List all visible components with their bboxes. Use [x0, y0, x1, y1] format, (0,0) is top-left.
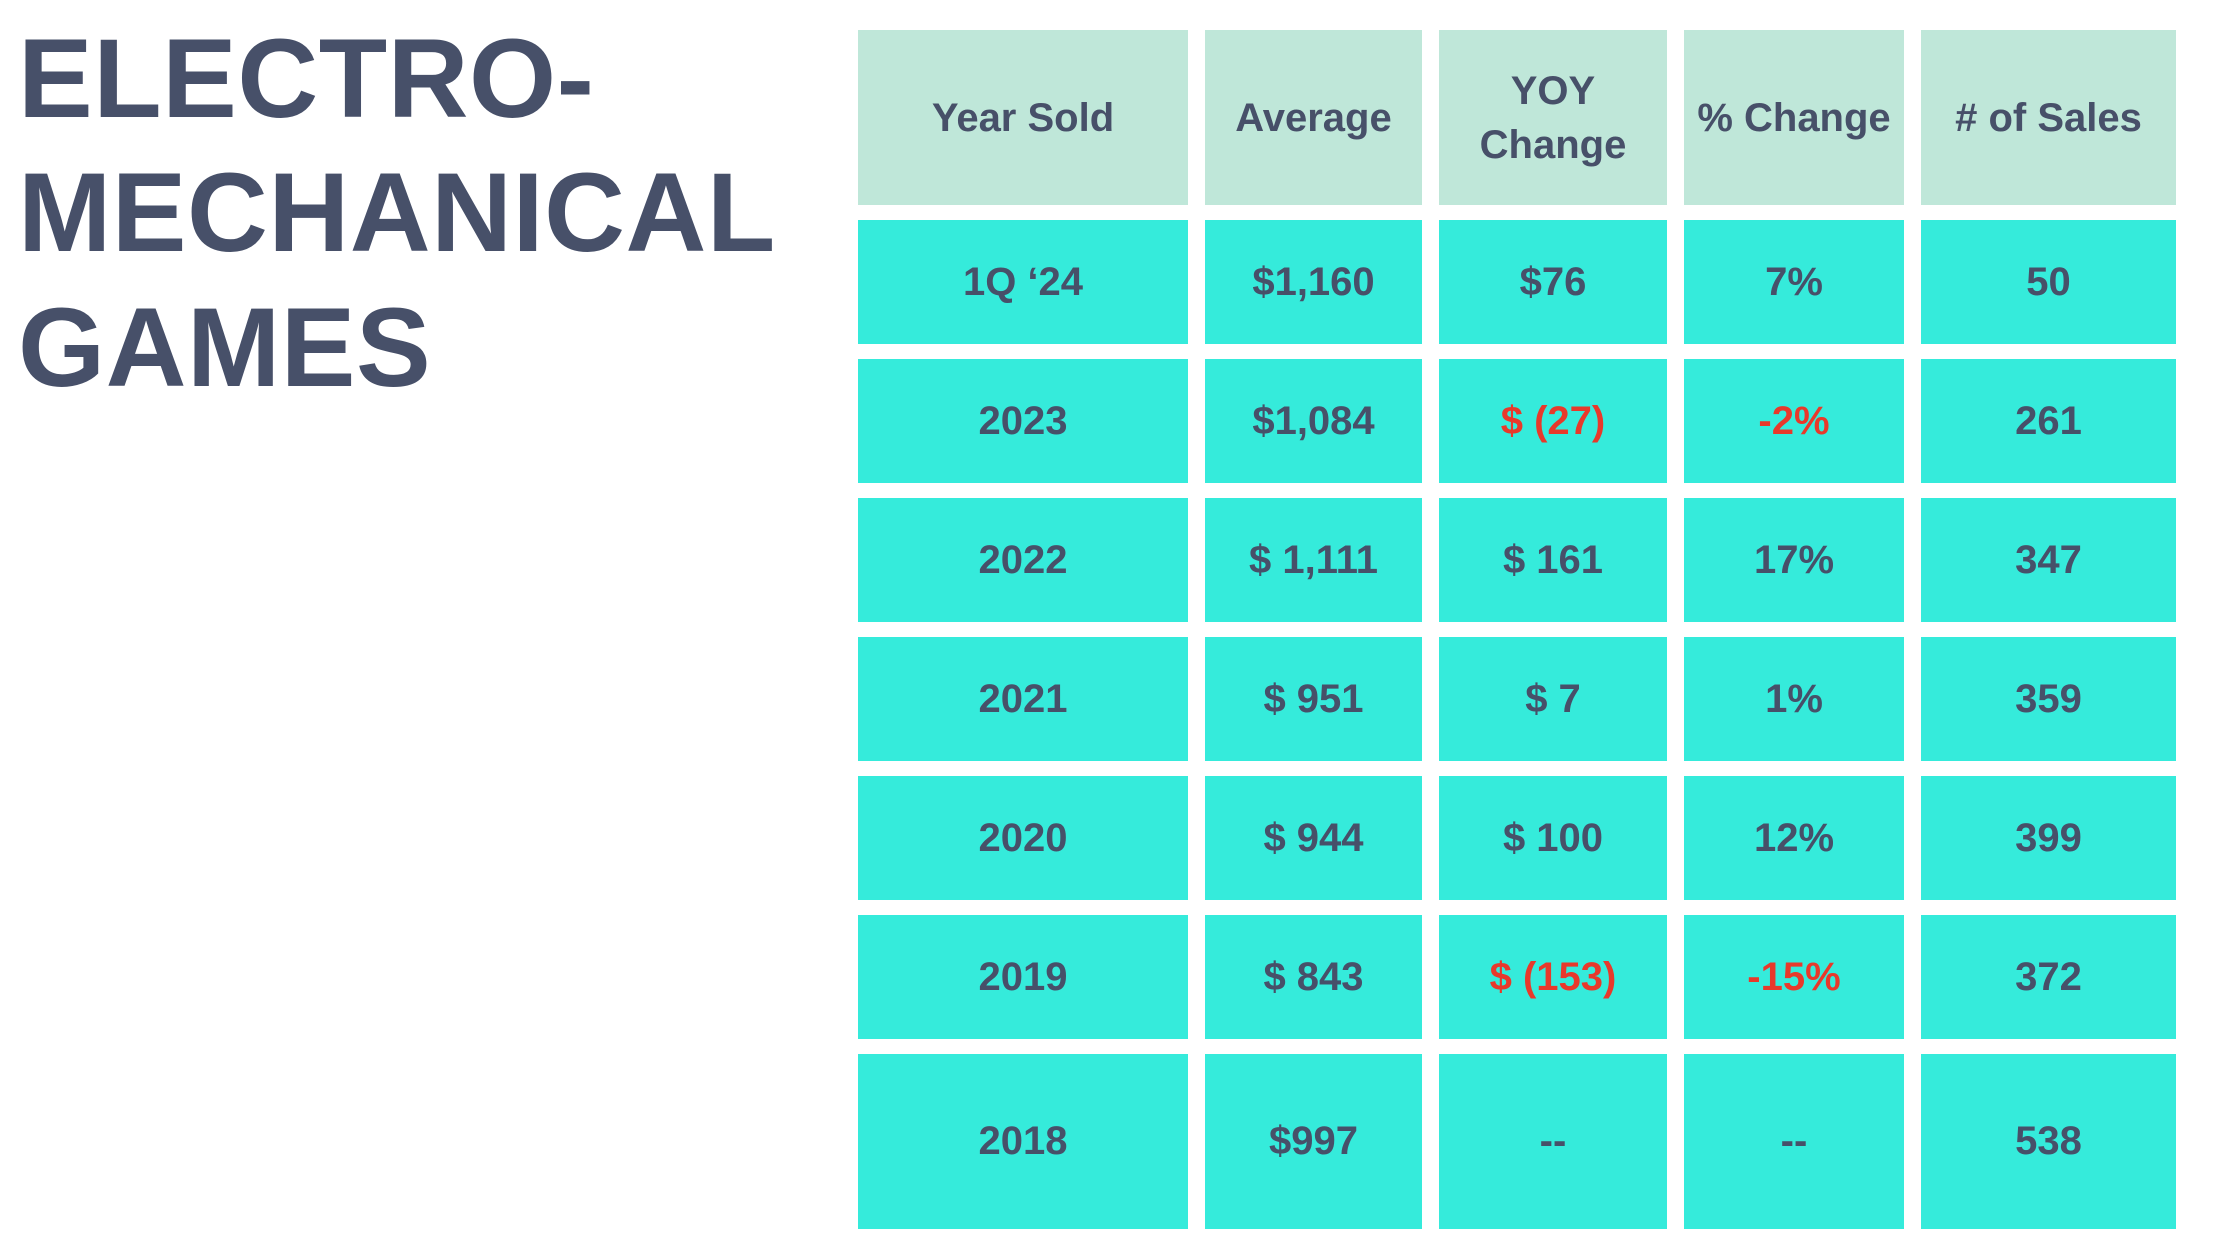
cell-row3-year-sold: 2022 [858, 498, 1188, 622]
cell-row2-yoy-change: $ (27) [1439, 359, 1667, 483]
cell-row1-year-sold: 1Q ‘24 [858, 220, 1188, 344]
cell-row6-year-sold: 2019 [858, 915, 1188, 1039]
cell-row7-average: $997 [1205, 1054, 1422, 1229]
cell-row1-num-sales: 50 [1921, 220, 2176, 344]
cell-row2-num-sales: 261 [1921, 359, 2176, 483]
cell-row4-yoy-change: $ 7 [1439, 637, 1667, 761]
cell-row6-yoy-change: $ (153) [1439, 915, 1667, 1039]
electro-mechanical-sales-table: Year Sold Average YOY Change% Change # of S… [858, 30, 2176, 1229]
cell-row4-year-sold: 2021 [858, 637, 1188, 761]
cell-row5-num-sales: 399 [1921, 776, 2176, 900]
cell-row1-yoy-change: $76 [1439, 220, 1667, 344]
header-pct-change: % Change [1684, 30, 1904, 205]
cell-row7-num-sales: 538 [1921, 1054, 2176, 1229]
cell-row7-year-sold: 2018 [858, 1054, 1188, 1229]
page-title: ELECTRO- MECHANICAL GAMES [18, 12, 776, 415]
cell-row6-pct-change: -15% [1684, 915, 1904, 1039]
cell-row3-num-sales: 347 [1921, 498, 2176, 622]
cell-row7-pct-change: -- [1684, 1054, 1904, 1229]
cell-row6-num-sales: 372 [1921, 915, 2176, 1039]
header-yoy-change: YOY Change [1439, 30, 1667, 205]
cell-row1-pct-change: 7% [1684, 220, 1904, 344]
cell-row5-average: $ 944 [1205, 776, 1422, 900]
cell-row5-year-sold: 2020 [858, 776, 1188, 900]
cell-row6-average: $ 843 [1205, 915, 1422, 1039]
cell-row2-year-sold: 2023 [858, 359, 1188, 483]
cell-row4-pct-change: 1% [1684, 637, 1904, 761]
cell-row5-yoy-change: $ 100 [1439, 776, 1667, 900]
cell-row5-pct-change: 12% [1684, 776, 1904, 900]
header-year-sold: Year Sold [858, 30, 1188, 205]
title-line-2: MECHANICAL [18, 150, 776, 276]
cell-row7-yoy-change: -- [1439, 1054, 1667, 1229]
cell-row1-average: $1,160 [1205, 220, 1422, 344]
cell-row3-pct-change: 17% [1684, 498, 1904, 622]
cell-row3-average: $ 1,111 [1205, 498, 1422, 622]
title-line-3: GAMES [18, 284, 432, 410]
title-line-1: ELECTRO- [18, 16, 595, 141]
cell-row2-pct-change: -2% [1684, 359, 1904, 483]
header-num-sales: # of Sales [1921, 30, 2176, 205]
cell-row2-average: $1,084 [1205, 359, 1422, 483]
cell-row4-num-sales: 359 [1921, 637, 2176, 761]
cell-row3-yoy-change: $ 161 [1439, 498, 1667, 622]
header-average: Average [1205, 30, 1422, 205]
cell-row4-average: $ 951 [1205, 637, 1422, 761]
